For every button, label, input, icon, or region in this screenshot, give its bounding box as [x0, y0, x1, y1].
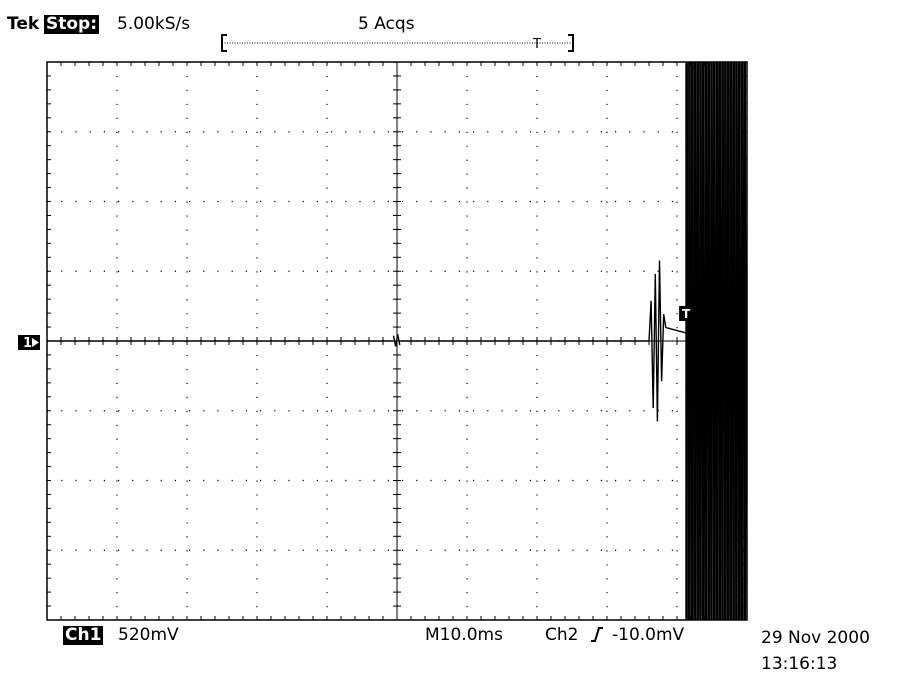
record-trigger-marker: T	[532, 37, 541, 52]
rising-edge-icon	[591, 627, 603, 642]
time-label: 13:16:13	[761, 654, 838, 674]
clipped-oscillation	[685, 62, 747, 620]
trigger-source-label: Ch2	[545, 625, 579, 645]
pre-trigger-ramp	[665, 326, 687, 334]
channel-1-marker-label: 1	[23, 336, 32, 351]
volts-per-div-label: 520mV	[118, 625, 179, 645]
timebase-label: M10.0ms	[425, 625, 503, 645]
oscillation-slopes	[686, 61, 748, 621]
channel-1-badge: Ch1	[63, 625, 104, 645]
acquisition-mode-badge: Stop:	[44, 14, 100, 34]
trigger-marker-label: T	[682, 307, 691, 321]
trigger-marker: T	[679, 305, 694, 321]
burst-onset	[648, 260, 667, 422]
noise-burst	[392, 334, 401, 347]
record-bracket: T	[221, 34, 574, 52]
date-label: 29 Nov 2000	[761, 628, 870, 648]
ch1-waveform	[47, 61, 748, 621]
acquisition-count-label: 5 Acqs	[358, 14, 415, 34]
brand-label: Tek	[7, 14, 40, 34]
trigger-level-label: -10.0mV	[612, 625, 685, 645]
sample-rate-label: 5.00kS/s	[117, 14, 191, 34]
channel-1-marker: 1	[18, 335, 40, 351]
